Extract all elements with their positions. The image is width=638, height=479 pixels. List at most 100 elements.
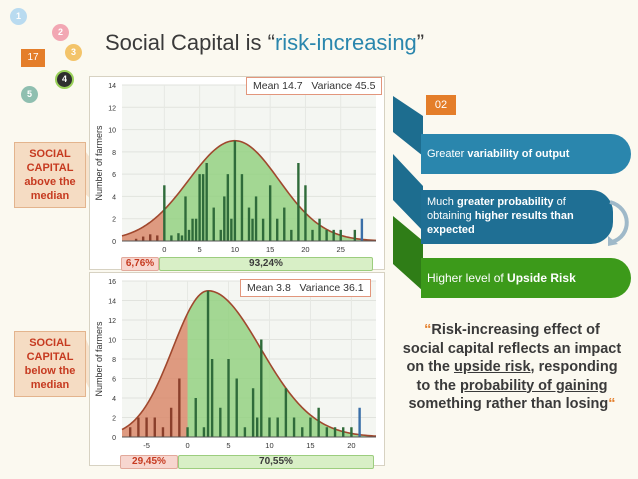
side-label-above-l3: above the (24, 176, 76, 188)
histogram-bar (317, 407, 320, 437)
x-tick-label: 0 (185, 441, 189, 450)
histogram-bar (145, 417, 148, 437)
histogram-bar (276, 417, 279, 437)
quote-block: “Risk-increasing effect of social capita… (402, 321, 622, 414)
histogram-bar (187, 229, 191, 241)
histogram-bar (342, 427, 345, 437)
nav-bubble-4[interactable]: 4 (55, 70, 74, 89)
y-tick-label: 0 (112, 435, 116, 442)
variance-label-below: Variance 36.1 (299, 282, 364, 294)
x-tick-label: 10 (265, 441, 273, 450)
histogram-bar (141, 236, 145, 241)
histogram-bar (358, 407, 361, 437)
histogram-bar (227, 359, 230, 437)
histogram-bar (219, 229, 222, 241)
ribbon-item-3-text: Higher level of Upside Risk (427, 271, 576, 285)
y-tick-label: 8 (112, 357, 116, 364)
chart-panel-above: 0 2 4 6 8 10 12 14 0 5 10 15 20 25 Number of farmers (89, 76, 385, 270)
histogram-bar (251, 388, 255, 437)
ribbon-item-2-text: Much greater probability of obtaining hi… (427, 195, 601, 237)
histogram-bar (194, 218, 198, 241)
histogram-bar (210, 359, 214, 437)
y-tick-label: 12 (108, 105, 116, 112)
histogram-bar (235, 378, 238, 437)
ribbon-item-2-bold1: greater probability (456, 196, 554, 208)
y-tick-label: 0 (112, 239, 116, 246)
histogram-bar (202, 427, 206, 437)
histogram-bar (260, 339, 263, 437)
histogram-bar (268, 417, 271, 437)
chart-panel-below: 0 2 4 6 8 10 12 14 16 -5 0 5 10 15 20 Number of farmers (89, 272, 385, 466)
ribbon-item-2-mid: of obtaining (427, 196, 566, 222)
histogram-bar (128, 427, 132, 437)
histogram-bar (261, 218, 265, 241)
histogram-bar (233, 140, 237, 241)
y-tick-label: 4 (112, 194, 116, 201)
histogram-bar (223, 196, 226, 241)
pct-above-threshold-above: 93,24% (159, 257, 373, 271)
ribbon-item-3-bold: Upside Risk (507, 271, 576, 285)
histogram-bar (350, 427, 353, 437)
quote-open-mark: “ (424, 322, 432, 338)
histogram-bar (333, 427, 337, 437)
nav-bubble-2[interactable]: 2 (52, 24, 69, 41)
histogram-bar (283, 207, 286, 241)
x-tick-label: -5 (143, 441, 150, 450)
histogram-bar (230, 218, 233, 241)
nav-bubble-5[interactable]: 5 (21, 86, 38, 103)
ribbon-item-2-bold2: higher results than expected (427, 210, 574, 236)
histogram-bar (339, 229, 342, 241)
quote-underline-1: upside risk (453, 359, 531, 375)
ribbon-item-1-bold: variability of output (467, 148, 570, 160)
y-tick-label: 12 (108, 318, 116, 325)
histogram-bar (170, 235, 173, 241)
histogram-above: 0 2 4 6 8 10 12 14 0 5 10 15 20 25 Number of farmers (94, 83, 377, 254)
histogram-bar (297, 163, 300, 241)
y-tick-label: 6 (112, 377, 116, 384)
histogram-bar (353, 229, 357, 241)
area-below-threshold (122, 209, 165, 241)
title-quote-open: “ (267, 30, 275, 55)
nav-bubble-3[interactable]: 3 (65, 44, 82, 61)
ribbon-item-1-pre: Greater (427, 148, 468, 160)
histogram-bar (290, 229, 293, 241)
ribbon-item-1: Greater variability of output (393, 134, 631, 174)
histogram-bar (161, 427, 165, 437)
ribbon-item-2-pre: Much (427, 196, 457, 208)
histogram-bar (149, 234, 152, 241)
histogram-bar (153, 417, 156, 437)
side-label-above-l1: SOCIAL (29, 148, 71, 160)
histogram-bar (178, 378, 181, 437)
histogram-bar (325, 229, 328, 241)
quote-text-2: , responding to the (416, 359, 618, 394)
histogram-bar (194, 398, 197, 437)
variance-label-above: Variance 45.5 (311, 80, 376, 92)
density-curve (121, 289, 377, 437)
histogram-bar (318, 218, 321, 241)
histogram-bar (184, 196, 187, 241)
x-tick-label: 15 (306, 441, 314, 450)
histogram-bar (201, 174, 205, 241)
histogram-bar (163, 185, 166, 241)
quote-text-1: Risk-increasing effect of social capital… (402, 322, 622, 375)
histogram-bar (309, 417, 312, 437)
y-tick-label: 14 (108, 299, 116, 306)
quote-close-mark: “ (608, 396, 616, 412)
side-label-below: SOCIAL CAPITAL below the median (14, 331, 86, 397)
y-tick-label: 4 (112, 396, 116, 403)
histogram-bar (205, 163, 208, 241)
side-label-below-l4: median (30, 379, 70, 391)
title-highlight: risk-increasing (274, 30, 417, 55)
quote-underline-2: probability of gaining (460, 377, 608, 394)
histogram-bar (301, 427, 304, 437)
y-tick-label: 2 (112, 217, 116, 224)
ribbon-item-1-text: Greater variability of output (427, 147, 569, 161)
nav-bubble-1[interactable]: 1 (10, 8, 27, 25)
ribbon-folds (393, 96, 423, 291)
quote-text-3: something rather than losing (408, 396, 609, 412)
x-tick-label: 15 (266, 245, 274, 254)
histogram-bar (325, 427, 329, 437)
ribbon-item-2: Much greater probability of obtaining hi… (393, 190, 631, 244)
y-axis-label: Number of farmers (94, 321, 104, 397)
histogram-bar (255, 417, 259, 437)
